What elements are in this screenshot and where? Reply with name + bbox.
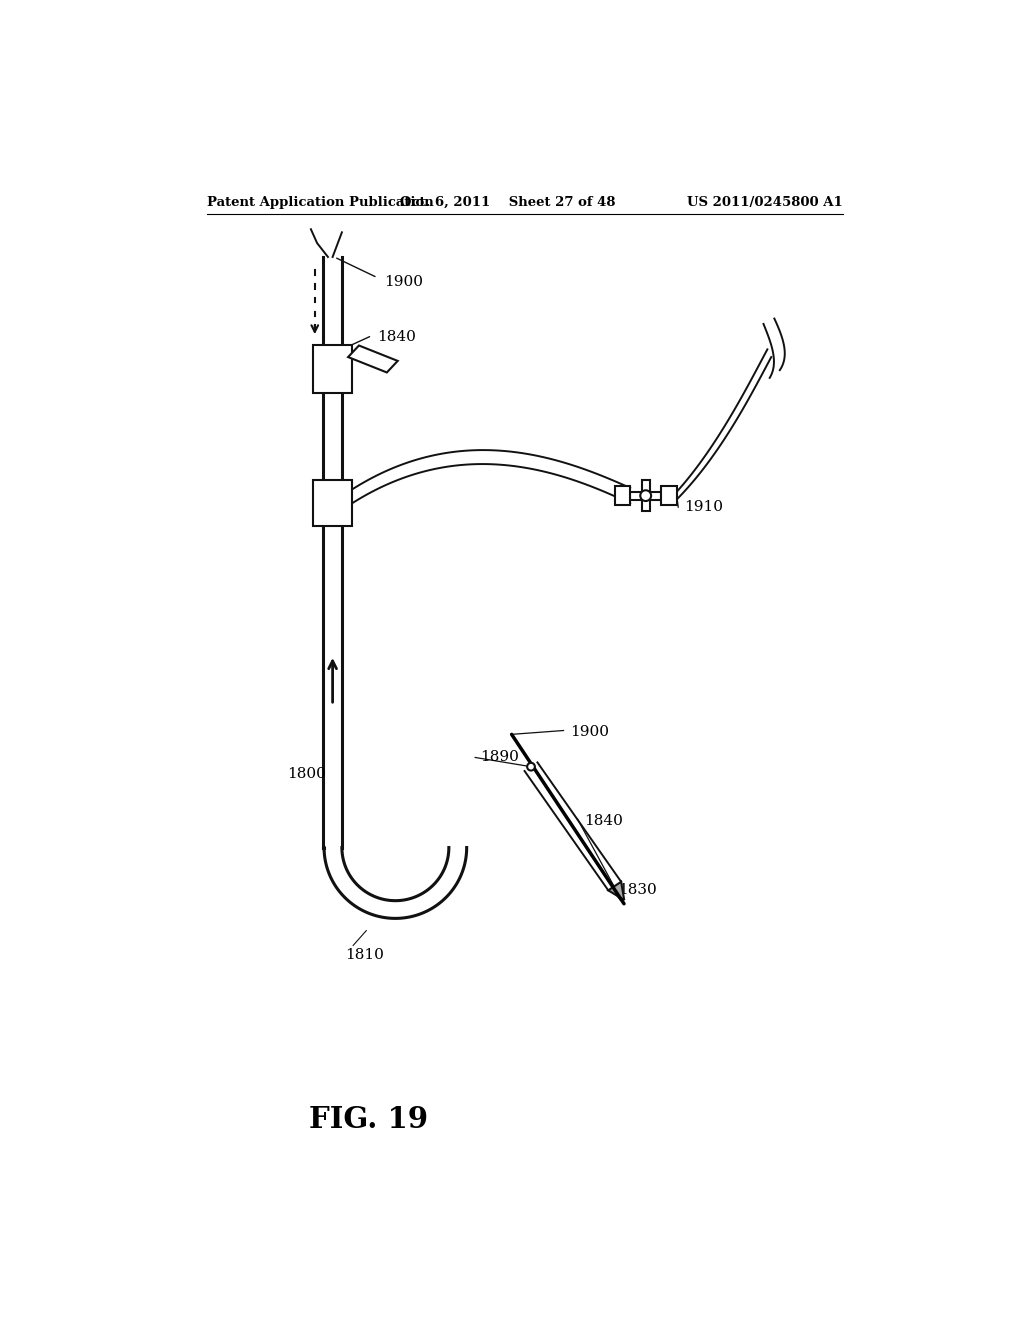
Text: 1910: 1910 bbox=[684, 500, 723, 515]
Bar bbox=[630, 492, 662, 499]
Bar bbox=[313, 345, 352, 393]
Text: 1830: 1830 bbox=[617, 883, 656, 896]
Text: US 2011/0245800 A1: US 2011/0245800 A1 bbox=[687, 195, 843, 209]
Polygon shape bbox=[608, 882, 625, 900]
Text: 1890: 1890 bbox=[480, 751, 519, 764]
Text: Oct. 6, 2011    Sheet 27 of 48: Oct. 6, 2011 Sheet 27 of 48 bbox=[400, 195, 615, 209]
Bar bbox=[614, 487, 630, 506]
Text: 1800: 1800 bbox=[287, 767, 326, 781]
Circle shape bbox=[527, 763, 535, 771]
Text: Patent Application Publication: Patent Application Publication bbox=[207, 195, 434, 209]
Bar bbox=[642, 480, 649, 511]
Text: 1810: 1810 bbox=[345, 948, 384, 962]
Polygon shape bbox=[348, 346, 397, 372]
Bar bbox=[313, 480, 352, 527]
Text: FIG. 19: FIG. 19 bbox=[308, 1105, 428, 1134]
Text: 1900: 1900 bbox=[384, 275, 423, 289]
Text: 1900: 1900 bbox=[569, 725, 608, 739]
Bar bbox=[662, 487, 677, 506]
Text: 1840: 1840 bbox=[584, 813, 623, 828]
Text: 1840: 1840 bbox=[378, 330, 417, 345]
Circle shape bbox=[640, 490, 651, 502]
